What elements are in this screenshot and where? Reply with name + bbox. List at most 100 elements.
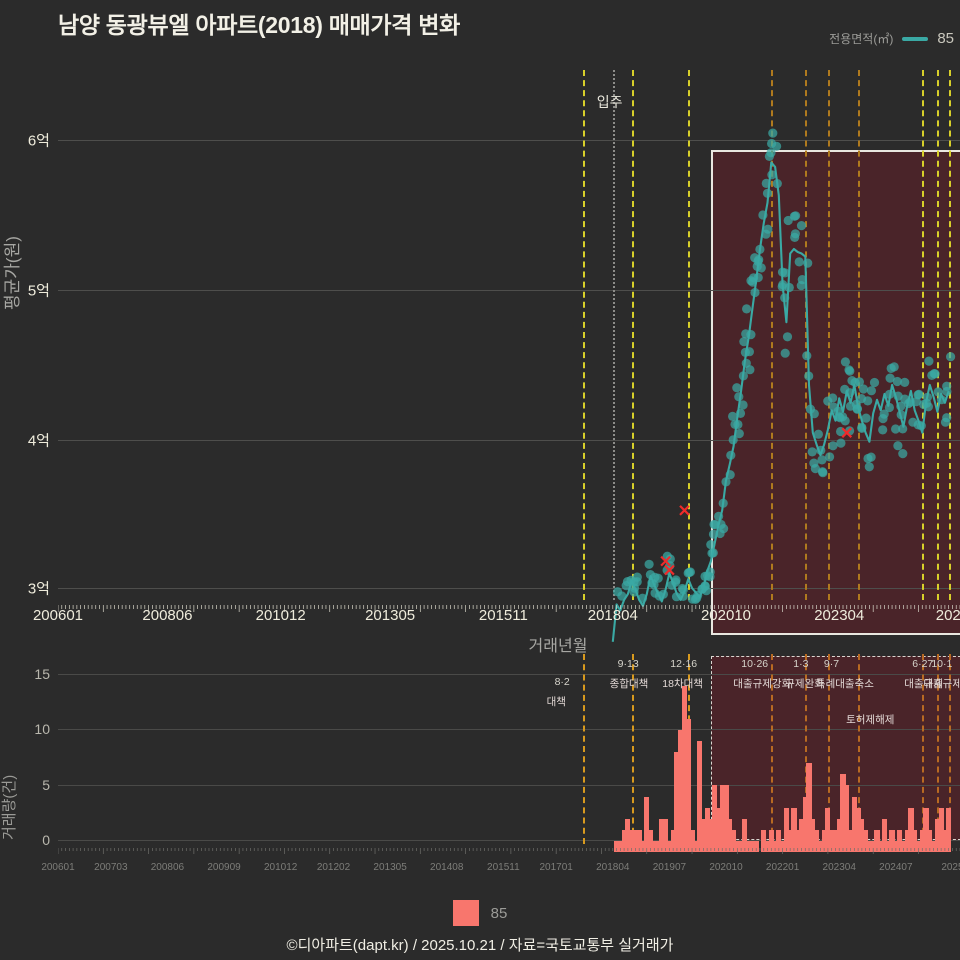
x-tick-label: 201907 [652,862,687,873]
bar-plot-area[interactable]: 15 10 5 0 8·2 대책 9·13 종합대책 12·16 18차대책 10·26 대출규제강… [34,650,960,873]
volume-bar [889,829,895,852]
x-tick-label: 202010 [700,607,752,624]
gridline [58,840,960,841]
volume-bar [685,718,691,852]
volume-bar [802,796,808,852]
volume-bar [723,785,729,852]
event-line [631,70,634,600]
y-tick-label: 3억 [27,580,50,598]
volume-bar [855,807,861,852]
volume-bar [696,741,703,852]
policy-name-label: 대책 [546,696,566,708]
volume-bar [693,840,699,852]
volume-bar [847,829,854,852]
volume-bar [840,774,846,852]
event-line [582,654,585,844]
policy-name-label: 토허제해제 [846,714,895,726]
volume-bar [851,796,857,852]
x-tick-label: 200601 [32,607,84,624]
volume-bar [768,829,774,852]
volume-bar [912,829,918,852]
volume-bar [930,840,937,852]
gridline [58,784,960,786]
policy-name-label: 대출규제 [923,678,960,690]
main-plot-area[interactable]: 6억 5억 4억 3억 입주 200601 200806 201012 201305 2015… [28,70,960,655]
policy-date-label: 8·2 [554,676,570,688]
volume-bar [927,829,933,852]
legend-bar-label: 85 [490,904,508,922]
volume-bar [946,807,952,852]
volume-bar [651,840,657,852]
volume-bar [923,807,929,852]
volume-bar [730,829,737,852]
volume-bar [772,840,778,852]
volume-bar [821,829,827,852]
volume-bar [681,685,688,852]
volume-bar [844,785,850,852]
volume-bar [659,818,665,852]
main-x-axis-label: 거래년월 [528,638,588,655]
volume-bar [742,818,748,852]
volume-bar [874,829,880,852]
y-tick-label: 10 [34,721,50,738]
footer-credit: ©디아파트(dapt.kr) / 2025.10.21 / 자료=국토교통부 실… [286,937,674,954]
x-tick-label: 201408 [430,862,464,873]
event-line [805,654,808,844]
bottom-legend[interactable]: 85 [0,900,960,926]
axis-tick-marks [57,600,960,612]
x-tick-label: 202010 [709,862,743,873]
x-tick-label: 200909 [207,862,241,873]
volume-bar [934,818,940,852]
volume-bar [632,829,639,852]
top-legend[interactable]: 전용면적(㎡) 85 [829,30,954,47]
x-tick-label: 201305 [373,862,407,873]
y-tick-label: 4억 [27,432,50,450]
policy-date-label: 6·27 [912,658,934,670]
volume-bar [749,840,755,852]
volume-bar [795,829,801,852]
volume-bar [674,752,680,852]
volume-bar [700,818,706,852]
gridline [58,673,960,675]
gridline [58,440,960,441]
policy-name-label: 특례대출축소 [815,678,874,690]
volume-chart: 거래량(건) 15 10 5 0 8·2 대책 9·13 종합대책 12·16 18차대책 10·… [0,640,960,890]
volume-bar [813,829,820,852]
volume-bar [870,840,876,852]
volume-bar [938,807,944,852]
policy-name-label: 규제완화 [785,678,824,690]
x-tick-label: 201804 [596,862,630,873]
volume-bar [866,840,872,852]
x-tick-label: 201012 [255,607,306,624]
y-tick-label: 6억 [27,132,50,150]
event-line [612,70,615,600]
x-tick-label: 2025 [935,607,960,624]
volume-bar [900,840,906,852]
policy-date-label: 9·7 [823,658,840,670]
x-tick-label: 202304 [814,607,865,624]
volume-bar [764,840,771,852]
volume-bar [644,796,650,852]
y-tick-label: 5 [42,776,50,793]
page-title: 남양 동광뷰엘 아파트(2018) 매매가격 변화 [58,12,460,38]
volume-bar [629,829,635,852]
volume-bar [832,829,839,852]
volume-bar [753,840,759,852]
policy-date-label: 10·1 [931,658,953,670]
legend-area-value: 85 [937,30,954,47]
legend-area-label: 전용면적(㎡) [829,32,894,46]
x-tick-label: 202201 [765,862,800,873]
x-tick-label: 200806 [142,607,193,624]
volume-bar [666,840,672,852]
policy-name-label: 대출규제 [904,678,943,690]
x-tick-label: 201511 [478,607,528,624]
event-line [948,654,951,844]
volume-bar [776,829,782,852]
volume-bar [689,829,695,852]
volume-bar [878,840,884,852]
event-line [771,70,774,600]
volume-bar [621,829,627,852]
event-line [631,654,634,844]
event-line [805,70,808,600]
legend-line-swatch [902,36,929,41]
